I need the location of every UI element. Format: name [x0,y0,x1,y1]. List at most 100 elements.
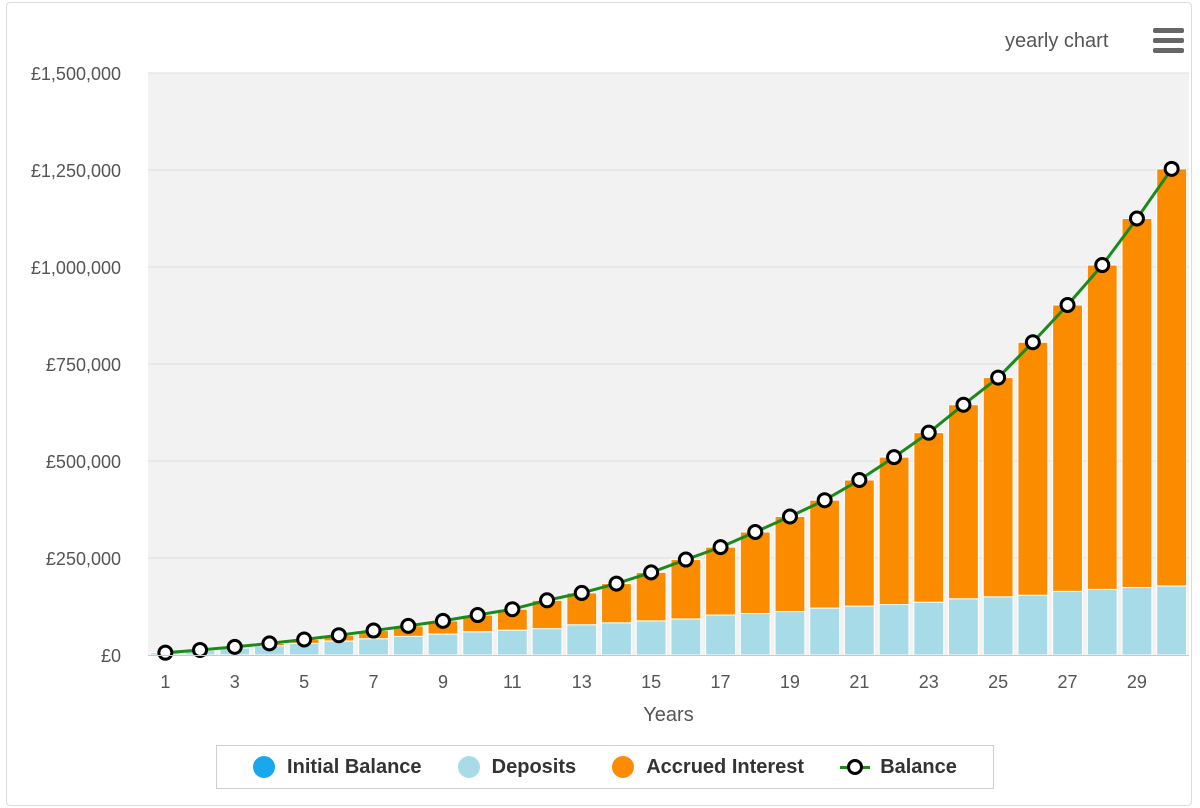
balance-point[interactable] [400,617,417,634]
balance-point[interactable] [157,644,174,661]
grid-lines [148,72,1189,559]
balance-point[interactable] [643,564,660,581]
bar-deposits[interactable] [358,638,389,656]
bar-deposits[interactable] [705,614,736,656]
balance-point[interactable] [1094,257,1111,274]
bar-deposits[interactable] [948,598,979,656]
bar-accrued-interest[interactable] [1121,218,1153,588]
y-tick-label: £1,000,000 [31,258,121,278]
balance-point[interactable] [365,622,382,639]
bar-deposits[interactable] [670,618,702,656]
legend: Initial Balance Deposits Accrued Interes… [216,745,994,789]
bar-deposits[interactable] [1156,585,1188,656]
balance-point[interactable] [1128,210,1145,227]
bar-deposits[interactable] [601,622,632,656]
balance-point[interactable] [539,592,556,609]
balance-point[interactable] [816,492,833,509]
bar-deposits[interactable] [982,596,1014,656]
bar-accrued-interest[interactable] [878,456,910,606]
balance-point[interactable] [434,612,451,629]
balance-point[interactable] [261,635,278,652]
bar-deposits[interactable] [566,624,598,656]
bar-accrued-interest[interactable] [809,499,841,609]
legend-label: Deposits [491,755,577,778]
balance-point[interactable] [573,584,590,601]
balance-point[interactable] [1059,297,1076,314]
balance-point[interactable] [920,424,937,441]
balance-point[interactable] [955,396,972,413]
bar-accrued-interest[interactable] [843,479,875,607]
menu-bar [1153,28,1184,33]
balance-point[interactable] [712,539,729,556]
bar-accrued-interest[interactable] [635,571,667,622]
bar-deposits[interactable] [1121,586,1153,656]
balance-point[interactable] [747,524,764,541]
hamburger-menu-icon[interactable] [1151,28,1187,60]
balance-point[interactable] [330,627,347,644]
bar-deposits[interactable] [392,635,424,656]
balance-point[interactable] [296,631,313,648]
menu-bar [1153,48,1184,53]
bar-deposits[interactable] [774,611,806,656]
bar-accrued-interest[interactable] [670,559,702,620]
bar-accrued-interest[interactable] [705,546,736,616]
legend-label: Accrued Interest [646,755,805,778]
x-tick-label: 9 [438,672,448,692]
bar-deposits[interactable] [878,604,910,656]
bar-deposits[interactable] [1052,590,1083,656]
stacked-bar-chart: £0 £250,000 £500,000 £750,000 £1,000,000 £1,2… [31,64,1189,726]
balance-point[interactable] [226,638,243,655]
bar-deposits[interactable] [427,633,459,656]
y-tick-label: £250,000 [46,549,121,569]
bar-deposits[interactable] [635,620,667,656]
x-tick-label: 7 [369,672,379,692]
bar-deposits[interactable] [1017,594,1049,656]
bar-accrued-interest[interactable] [1052,304,1083,592]
y-axis-tick-labels: £0 £250,000 £500,000 £750,000 £1,000,000 £1,2… [31,64,121,666]
y-tick-label: £1,500,000 [31,64,121,84]
x-axis-tick-labels: 1 3 5 7 9 11 13 15 17 19 21 23 25 27 29 [160,672,1147,692]
x-tick-label: 23 [919,672,939,692]
bar-accrued-interest[interactable] [1156,168,1188,587]
legend-item-balance[interactable]: Balance [840,756,957,779]
balance-point[interactable] [1024,334,1041,351]
y-tick-label: £750,000 [46,355,121,375]
legend-item-deposits[interactable]: Deposits [457,755,577,779]
balance-point[interactable] [990,369,1007,386]
bar-deposits[interactable] [531,628,563,656]
bar-deposits[interactable] [809,607,841,656]
balance-point[interactable] [886,449,903,466]
bar-deposits[interactable] [496,629,528,656]
bar-deposits[interactable] [1086,588,1118,656]
balance-point[interactable] [1163,160,1180,177]
bar-accrued-interest[interactable] [1017,341,1049,596]
legend-marker-deposits [457,756,480,778]
bar-accrued-interest[interactable] [1086,264,1118,590]
bar-deposits[interactable] [913,601,945,656]
legend-item-initial-balance[interactable]: Initial Balance [253,756,422,779]
x-axis-title: Years [643,704,693,726]
balance-point[interactable] [781,508,798,525]
bar-accrued-interest[interactable] [739,531,771,614]
y-tick-label: £0 [101,646,121,666]
bar-accrued-interest[interactable] [774,515,806,613]
x-tick-label: 15 [641,672,661,692]
bar-deposits[interactable] [462,631,494,656]
balance-point[interactable] [504,601,521,618]
x-tick-label: 19 [780,672,800,692]
balance-point[interactable] [192,641,209,658]
legend-label: Balance [880,755,957,778]
bar-accrued-interest[interactable] [948,404,979,600]
bar-deposits[interactable] [739,612,771,656]
y-tick-label: £1,250,000 [31,161,121,181]
x-tick-label: 3 [230,672,240,692]
x-tick-label: 13 [572,672,592,692]
bar-deposits[interactable] [843,605,875,656]
bar-accrued-interest[interactable] [913,432,945,603]
bar-accrued-interest[interactable] [982,377,1014,598]
balance-point[interactable] [608,575,625,592]
balance-point[interactable] [851,472,868,489]
balance-point[interactable] [469,607,486,624]
balance-point[interactable] [677,551,694,568]
legend-item-accrued-interest[interactable]: Accrued Interest [612,756,804,779]
